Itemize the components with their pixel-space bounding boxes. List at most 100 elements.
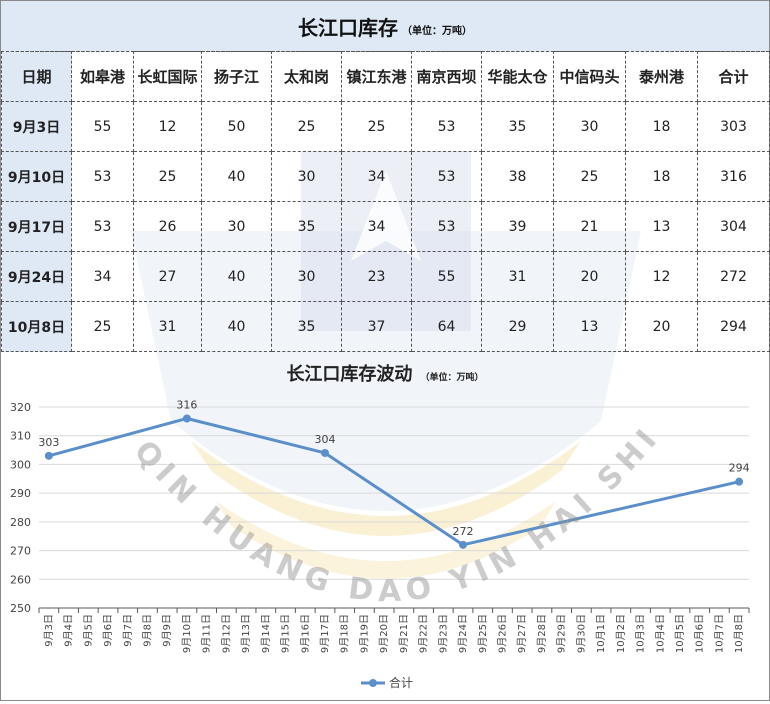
table-cell: 35 [271, 201, 342, 252]
table-cell: 20 [553, 251, 626, 302]
x-tick-label: 9月13日 [240, 614, 252, 653]
table-cell: 27 [133, 251, 202, 302]
x-tick-label: 9月14日 [260, 614, 272, 653]
y-tick-label: 300 [10, 458, 31, 471]
table-cell: 37 [341, 301, 412, 352]
column-header: 南京西坝 [411, 51, 482, 102]
y-tick-label: 270 [10, 545, 31, 558]
date-cell: 9月24日 [1, 251, 72, 302]
table-cell: 35 [271, 301, 342, 352]
table-cell: 34 [341, 151, 412, 202]
table-cell: 30 [271, 251, 342, 302]
table-cell: 20 [625, 301, 698, 352]
y-tick-label: 260 [10, 573, 31, 586]
x-tick-label: 9月10日 [181, 614, 193, 653]
table-cell: 31 [481, 251, 554, 302]
date-cell: 9月10日 [1, 151, 72, 202]
data-label: 303 [38, 436, 59, 449]
y-tick-label: 280 [10, 516, 31, 529]
total-cell: 316 [697, 151, 770, 202]
table-cell: 30 [553, 101, 626, 152]
x-tick-label: 10月5日 [674, 614, 686, 653]
x-tick-label: 9月25日 [477, 614, 489, 653]
table-cell: 25 [71, 301, 134, 352]
x-tick-label: 9月18日 [339, 614, 351, 653]
column-header: 华能太仓 [481, 51, 554, 102]
table-title-bar: 长江口库存 （单位：万吨） [1, 1, 769, 52]
x-tick-label: 9月9日 [161, 614, 173, 647]
total-cell: 294 [697, 301, 770, 352]
y-tick-label: 290 [10, 487, 31, 500]
y-tick-label: 310 [10, 430, 31, 443]
x-tick-label: 9月26日 [496, 614, 508, 653]
table-cell: 25 [133, 151, 202, 202]
column-header: 中信码头 [553, 51, 626, 102]
column-header: 扬子江 [201, 51, 272, 102]
x-tick-label: 9月7日 [122, 614, 134, 647]
table-cell: 25 [341, 101, 412, 152]
data-label: 316 [176, 398, 197, 411]
total-cell: 304 [697, 201, 770, 252]
table-cell: 55 [71, 101, 134, 152]
legend-label: 合计 [389, 675, 413, 690]
x-tick-label: 10月3日 [635, 614, 647, 653]
column-header: 日期 [1, 51, 72, 102]
chart-area: 长江口库存波动 （单位：万吨） 250 260 270 280 290 300 310 320… [1, 352, 769, 700]
x-tick-label: 10月2日 [615, 614, 627, 653]
x-tick-label: 9月4日 [63, 614, 75, 647]
x-tick-label: 9月8日 [141, 614, 153, 647]
table-cell: 40 [201, 151, 272, 202]
x-tick-label: 9月20日 [378, 614, 390, 653]
chart-title-block: 长江口库存波动 （单位：万吨） [1, 360, 769, 386]
table-cell: 50 [201, 101, 272, 152]
table-row: 9月10日 53 25 40 30 34 53 38 25 18 316 [1, 151, 770, 202]
column-header: 太和岗 [271, 51, 342, 102]
table-cell: 25 [271, 101, 342, 152]
x-tick-label: 9月27日 [516, 614, 528, 653]
chart-title: 长江口库存波动 [286, 364, 413, 385]
table-unit: （单位：万吨） [402, 25, 472, 37]
table-cell: 30 [271, 151, 342, 202]
total-cell: 303 [697, 101, 770, 152]
table-cell: 18 [625, 101, 698, 152]
date-cell: 9月17日 [1, 201, 72, 252]
x-tick-label: 10月8日 [733, 614, 745, 653]
data-point [735, 477, 744, 486]
table-cell: 23 [341, 251, 412, 302]
data-point [320, 448, 329, 457]
table-cell: 53 [411, 101, 482, 152]
x-tick-label: 9月19日 [358, 614, 370, 653]
table-title: 长江口库存 [298, 15, 398, 40]
table-cell: 26 [133, 201, 202, 252]
table-cell: 64 [411, 301, 482, 352]
table-header-row: 日期 如皋港 长虹国际 扬子江 太和岗 镇江东港 南京西坝 华能太仓 中信码头 … [1, 51, 770, 102]
x-tick-label: 9月3日 [43, 614, 55, 647]
table-cell: 12 [625, 251, 698, 302]
x-tick-label: 9月30日 [575, 614, 587, 653]
data-label: 272 [453, 525, 474, 538]
x-tick-label: 10月6日 [694, 614, 706, 653]
x-tick-label: 9月6日 [102, 614, 114, 647]
series-line [48, 416, 740, 547]
table-cell: 38 [481, 151, 554, 202]
table-cell: 12 [133, 101, 202, 152]
table-row: 9月17日 53 26 30 35 34 53 39 21 13 304 [1, 201, 770, 252]
table-cell: 55 [411, 251, 482, 302]
total-cell: 272 [697, 251, 770, 302]
x-tick-label: 9月5日 [82, 614, 94, 647]
x-tick-label: 9月15日 [280, 614, 292, 653]
x-tick-label: 9月11日 [201, 614, 213, 653]
data-point [44, 451, 53, 460]
column-header: 如皋港 [71, 51, 134, 102]
x-tick-label: 9月23日 [437, 614, 449, 653]
table-cell: 39 [481, 201, 554, 252]
x-tick-label: 9月12日 [220, 614, 232, 653]
date-cell: 9月3日 [1, 101, 72, 152]
x-tick-label: 9月17日 [319, 614, 331, 653]
table-cell: 18 [625, 151, 698, 202]
table-cell: 30 [201, 201, 272, 252]
table-row: 9月3日 55 12 50 25 25 53 35 30 18 303 [1, 101, 770, 152]
x-tick-label: 10月7日 [713, 614, 725, 653]
table-cell: 40 [201, 251, 272, 302]
